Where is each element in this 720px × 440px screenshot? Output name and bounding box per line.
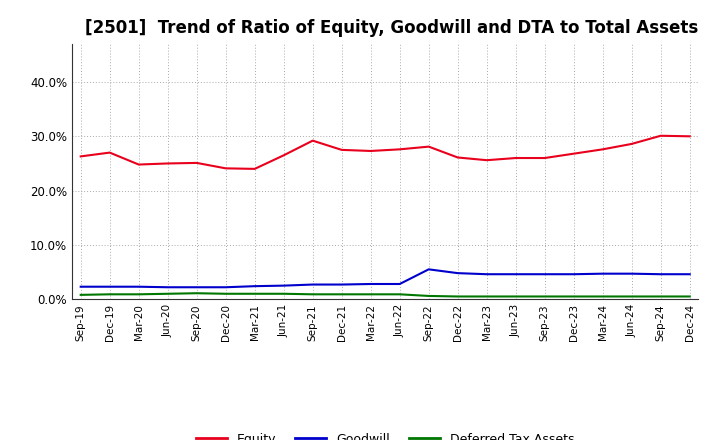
Legend: Equity, Goodwill, Deferred Tax Assets: Equity, Goodwill, Deferred Tax Assets — [191, 428, 580, 440]
Text: [2501]  Trend of Ratio of Equity, Goodwill and DTA to Total Assets: [2501] Trend of Ratio of Equity, Goodwil… — [84, 19, 698, 37]
